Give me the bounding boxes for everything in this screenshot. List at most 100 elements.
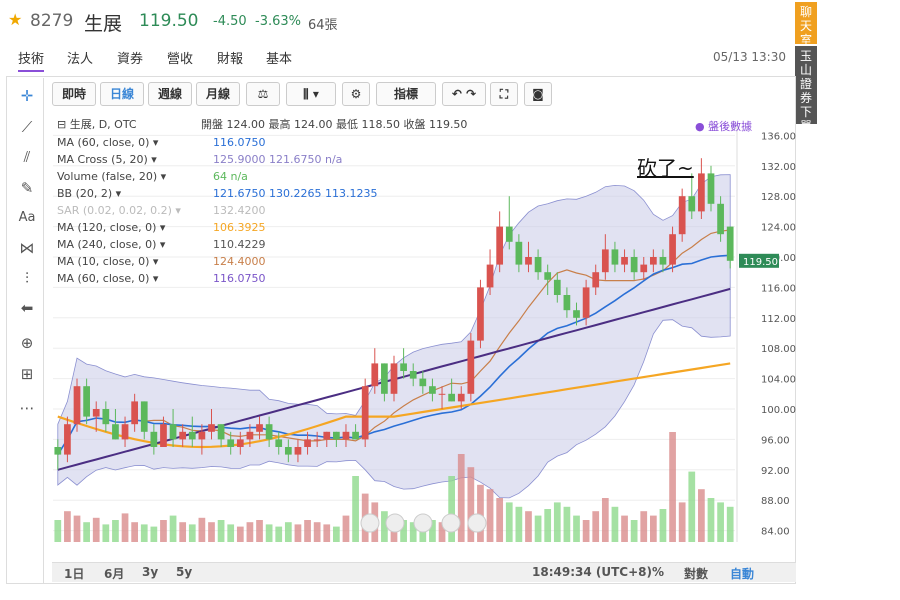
candle-body	[169, 424, 177, 440]
legend-ohlc: 開盤 124.00 最高 124.00 最低 118.50 收盤 119.50	[201, 117, 467, 131]
auto-toggle[interactable]: 自動	[730, 567, 755, 581]
tab-margin[interactable]: 資券	[117, 52, 144, 67]
volume-bar	[477, 484, 484, 542]
range-6m[interactable]: 6月	[104, 567, 125, 581]
prediction-icon[interactable]: ⫶	[25, 269, 29, 287]
y-tick-label: 132.00	[761, 162, 796, 173]
volume-bar	[352, 476, 359, 542]
candle-body	[131, 401, 139, 425]
broker-order-button[interactable]: 玉山證券下單	[795, 46, 817, 133]
bb-band	[57, 174, 731, 499]
zoom-in-control-icon[interactable]	[441, 513, 461, 533]
candle-body	[409, 371, 417, 379]
volume-bar	[505, 502, 513, 542]
fullscreen-icon[interactable]: ⛶	[490, 82, 518, 106]
scroll-right-icon[interactable]	[467, 513, 487, 533]
arrow-left-icon[interactable]: ⬅	[20, 299, 34, 317]
favorite-star-icon[interactable]: ★	[8, 10, 23, 29]
measure-icon[interactable]: ⊞	[20, 365, 34, 383]
candle-body	[381, 363, 388, 394]
candle-body	[419, 378, 427, 387]
volume-bar	[669, 432, 676, 542]
volume-bar	[188, 524, 196, 542]
tab-basic[interactable]: 基本	[266, 52, 293, 67]
daily-button[interactable]: 日線	[100, 82, 144, 106]
tab-financials[interactable]: 財報	[217, 52, 244, 67]
y-tick-label: 136.00	[761, 131, 796, 142]
range-3y[interactable]: 3y	[142, 565, 159, 579]
fib-icon[interactable]: ⫽	[23, 148, 31, 166]
compare-icon[interactable]: ⚖	[246, 82, 280, 106]
monthly-button[interactable]: 月線	[196, 82, 240, 106]
volume-bar	[236, 526, 244, 542]
price-chart[interactable]: 84.00 88.00 92.00 96.00 100.00 104.00 108.00 11…	[45, 110, 797, 550]
scroll-left-icon[interactable]	[360, 513, 380, 533]
zoom-out-icon[interactable]	[385, 513, 405, 533]
candlesticks	[54, 158, 734, 470]
chart-frame	[6, 76, 796, 584]
indicators-button[interactable]: 指標	[376, 82, 436, 106]
y-tick-label: 104.00	[761, 375, 796, 386]
chart-style-icon[interactable]: ⫼ ▾	[286, 82, 336, 106]
volume-bar	[409, 522, 417, 542]
chat-room-button[interactable]: 聊天室	[795, 2, 817, 47]
stock-code: 8279	[30, 11, 74, 31]
candle-body	[457, 393, 465, 402]
candle-body	[333, 431, 340, 440]
candle-body	[477, 287, 484, 341]
tab-revenue[interactable]: 營收	[167, 52, 194, 67]
candle-body	[496, 226, 504, 265]
volume-bar	[294, 524, 302, 542]
candle-body	[563, 295, 571, 311]
zoom-controls[interactable]	[360, 513, 487, 533]
settings-icon[interactable]: ⚙	[342, 82, 370, 106]
legend-row-name: MA Cross (5, 20) ▾	[57, 153, 157, 166]
volume-bar	[649, 515, 657, 542]
volume-bar	[83, 522, 90, 542]
candle-body	[717, 203, 724, 235]
more-icon[interactable]: ⋯	[19, 399, 35, 417]
trendline-icon[interactable]: ⟋	[21, 118, 33, 136]
volume-bar	[217, 520, 225, 542]
candle-body	[246, 431, 254, 440]
section-tabs: 技術 法人 資券 營收 財報 基本 05/13 13:30	[0, 46, 790, 72]
volume-bar	[621, 515, 628, 542]
tab-technical[interactable]: 技術	[18, 48, 45, 72]
volume-bar	[601, 498, 609, 542]
undo-redo-icon[interactable]: ↶ ↷	[442, 82, 486, 106]
volume-bar	[534, 515, 542, 542]
volume-bar	[179, 522, 187, 542]
candle-body	[150, 431, 158, 447]
pattern-icon[interactable]: ⋈	[19, 239, 35, 257]
y-tick-label: 92.00	[761, 466, 790, 477]
candle-body	[534, 257, 542, 273]
candle-body	[208, 424, 215, 432]
weekly-button[interactable]: 週線	[148, 82, 192, 106]
candle-body	[284, 447, 292, 455]
volume-bar	[553, 502, 561, 542]
intraday-button[interactable]: 即時	[52, 82, 96, 106]
volume-bar	[678, 502, 686, 542]
log-toggle[interactable]: 對數	[684, 567, 709, 581]
crosshair-icon[interactable]: ✛	[20, 87, 34, 105]
candle-body	[275, 439, 283, 447]
candle-body	[342, 431, 350, 440]
camera-icon[interactable]: ◙	[524, 82, 552, 106]
candle-body	[256, 424, 263, 432]
reset-icon[interactable]	[413, 513, 433, 533]
brush-icon[interactable]: ✎	[20, 179, 34, 197]
candle-body	[112, 424, 119, 440]
candle-body	[265, 424, 273, 440]
volume-bar	[208, 522, 215, 542]
range-5y[interactable]: 5y	[176, 565, 193, 579]
zoom-in-icon[interactable]: ⊕	[20, 334, 34, 352]
candle-body	[160, 424, 167, 447]
volume-bar	[544, 509, 552, 542]
range-1d[interactable]: 1日	[64, 567, 85, 581]
candle-body	[400, 363, 407, 371]
candle-body	[236, 439, 244, 447]
tab-institutional[interactable]: 法人	[67, 52, 94, 67]
percent-toggle[interactable]: %	[652, 565, 665, 579]
candle-body	[726, 226, 734, 261]
text-tool-icon[interactable]: Aa	[18, 210, 36, 225]
